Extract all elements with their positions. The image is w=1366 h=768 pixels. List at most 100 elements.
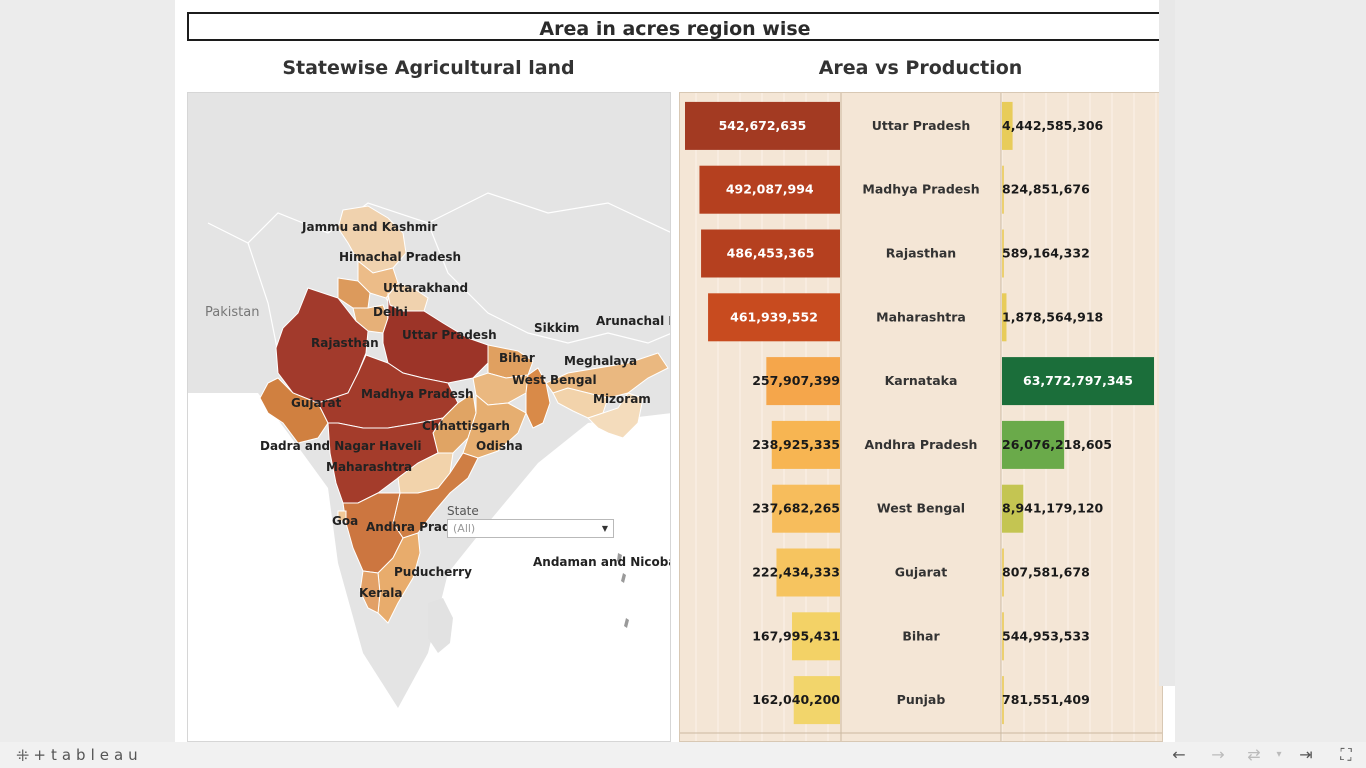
sea-area-east [608,573,670,741]
state-label: Uttarakhand [383,281,469,295]
production-bar [1002,229,1004,278]
state-category-label: Maharashtra [876,309,966,324]
state-label: Arunachal Pra [596,314,670,328]
state-west-bengal[interactable] [525,367,551,429]
chart-canvas[interactable]: 542,672,635 Uttar Pradesh 4,442,585,306 492… [680,93,1163,742]
state-label: Dadra and Nagar Haveli [260,439,422,453]
area-data-label: 257,907,399 [752,373,840,388]
state-kerala[interactable] [359,570,381,614]
state-category-label: Punjab [897,692,946,707]
area-data-label: 542,672,635 [719,118,807,133]
revert-menu-chevron-icon[interactable]: ▾ [1276,749,1282,760]
redo-button[interactable]: → [1211,745,1225,764]
state-category-label: West Bengal [877,501,965,516]
state-label: Goa [332,514,359,528]
area-data-label: 167,995,431 [752,628,840,643]
production-bar [1002,548,1004,597]
tableau-brand: +tableau [33,746,143,764]
state-label: Chhattisgarh [422,419,510,433]
state-label: Meghalaya [564,354,638,368]
sea-area [188,393,670,741]
area-bar [766,357,840,406]
state-label: Puducherry [394,565,472,579]
state-label: Andhra Prades [366,520,466,534]
map-canvas[interactable] [188,93,671,742]
state-category-label: Madhya Pradesh [862,182,979,197]
state-filter-dropdown[interactable]: (All) ▼ [447,519,614,538]
island [617,553,622,563]
production-data-label: 1,878,564,918 [1002,309,1103,324]
state-label: Bihar [499,351,535,365]
production-bar [1002,612,1004,661]
state-label: Madhya Pradesh [361,387,474,401]
production-data-label: 26,076,218,605 [1002,437,1112,452]
state-filter[interactable]: State (All) ▼ [447,504,617,538]
state-label: Maharashtra [326,460,413,474]
sri-lanka [428,598,453,653]
country-border [427,222,670,344]
production-data-label: 8,941,179,120 [1002,501,1104,516]
area-bar [793,676,840,725]
state-label: Uttar Pradesh [402,328,497,342]
chart-sheet-title: Area vs Production [818,57,1023,79]
revert-all-button[interactable]: ⇥ [1299,745,1313,764]
production-data-label: 589,164,332 [1002,246,1090,261]
state-label: Kerala [359,586,403,600]
state-label: Delhi [373,305,408,319]
production-bar [1002,357,1154,406]
production-data-label: 4,442,585,306 [1002,118,1104,133]
state-mizoram[interactable] [587,392,644,439]
dashboard: Area in acres region wise Statewise Agri… [175,0,1175,742]
island [621,573,626,583]
undo-button[interactable]: ← [1172,745,1186,764]
state-category-label: Gujarat [895,565,947,580]
chevron-down-icon[interactable]: ▼ [601,524,608,533]
production-bar [1002,676,1004,725]
state-label: Sikkim [534,321,580,335]
state-label: Mizoram [593,392,651,406]
india-map[interactable]: Pakistan Jammu and Kashmir Himachal Prad… [187,92,671,742]
area-data-label: 486,453,365 [727,246,815,261]
state-gujarat[interactable] [259,377,329,444]
state-category-label: Karnataka [885,373,958,388]
area-bar [701,229,840,278]
state-category-label: Andhra Pradesh [865,437,978,452]
production-bar [1002,101,1013,150]
state-category-label: Rajasthan [886,246,956,261]
state-label: Rajasthan [311,336,379,350]
tableau-toolbar: ⁜ +tableau ← → ⇄ ▾ ⇥ ⛶ [0,742,1366,768]
area-bar [771,420,840,469]
area-bar [685,101,840,150]
state-label: Gujarat [291,396,342,410]
state-label: Himachal Pradesh [339,250,462,264]
country-label: Pakistan [205,305,260,320]
fullscreen-button[interactable]: ⛶ [1340,745,1352,764]
state-label: Andaman and Nicobar Is [533,555,670,569]
area-data-label: 238,925,335 [752,437,840,452]
production-data-label: 63,772,797,345 [1023,373,1133,388]
revert-button[interactable]: ⇄ [1247,745,1261,764]
state-odisha[interactable] [462,393,527,459]
state-label: West Bengal [512,373,597,387]
production-data-label: 781,551,409 [1002,692,1090,707]
area-bar [792,612,840,661]
state-filter-value: (All) [453,522,476,535]
area-vs-production-chart[interactable]: 542,672,635 Uttar Pradesh 4,442,585,306 492… [679,92,1163,742]
area-data-label: 162,040,200 [752,692,840,707]
state-goa[interactable] [337,510,347,522]
area-bar [772,484,840,533]
vertical-scrollbar[interactable] [1159,0,1175,686]
state-filter-label: State [447,504,479,518]
area-data-label: 222,434,333 [752,565,840,580]
area-bar [708,293,840,342]
area-data-label: 492,087,994 [726,182,814,197]
tableau-logo[interactable]: ⁜ +tableau [16,746,143,765]
production-data-label: 544,953,533 [1002,628,1090,643]
map-sheet-title: Statewise Agricultural land [282,57,575,79]
production-bar [1002,165,1004,214]
state-label: Odisha [476,439,523,453]
area-data-label: 237,682,265 [752,501,840,516]
area-data-label: 461,939,552 [730,309,818,324]
state-category-label: Bihar [902,628,940,643]
state-category-label: Uttar Pradesh [872,118,971,133]
